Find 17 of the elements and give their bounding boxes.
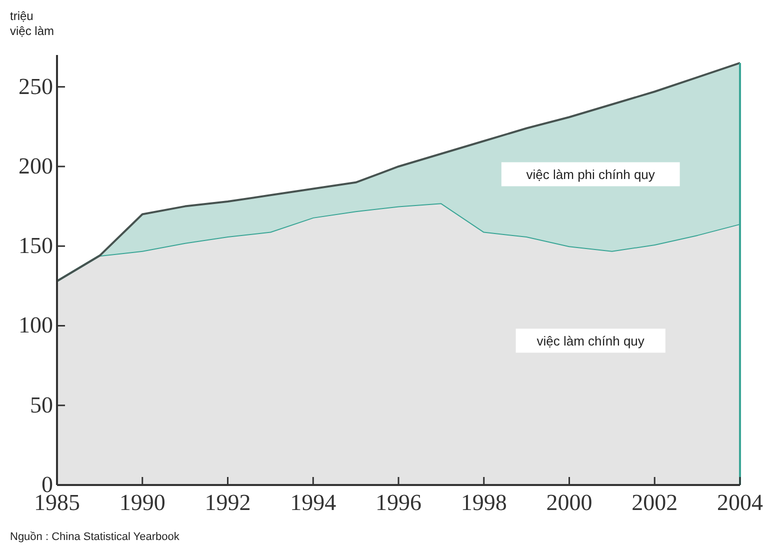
series-label: việc làm phi chính quy [526,167,656,182]
x-tick-label: 1998 [460,490,507,515]
x-tick-label: 2000 [546,490,592,515]
y-tick-label: 100 [18,312,53,338]
y-tick-label: 50 [30,392,53,418]
y-tick-label: 200 [18,153,53,178]
x-tick-label: 1990 [119,490,166,515]
text: Nguồn : China Statistical Yearbook [10,531,180,543]
y-tick-label: 250 [18,74,53,99]
series-label: việc làm chính quy [536,334,645,349]
x-tick-label: 1996 [376,490,422,515]
y-axis-title: triệu việc làm [10,9,54,38]
x-tick-label: 2004 [717,490,764,515]
x-tick-label: 1994 [290,490,337,515]
x-tick-label: 1992 [204,490,251,515]
y-tick-label: 150 [18,233,53,258]
x-tick-label: 2002 [632,490,678,515]
